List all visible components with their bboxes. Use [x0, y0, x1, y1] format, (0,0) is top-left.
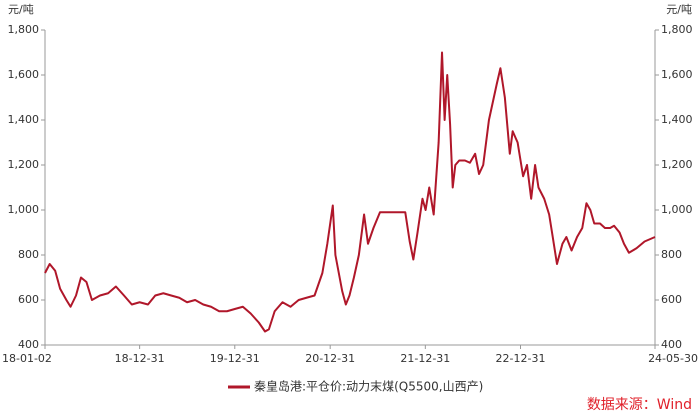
- x-tick-label: 22-12-31: [496, 352, 546, 365]
- x-tick-label: 21-12-31: [400, 352, 450, 365]
- y-tick-label: 1,200: [8, 158, 40, 171]
- y2-tick-label: 800: [661, 248, 682, 261]
- y2-tick-label: 1,200: [661, 158, 693, 171]
- y-tick-label: 1,600: [8, 68, 40, 81]
- y-tick-label: 1,400: [8, 113, 40, 126]
- y-tick-label: 800: [18, 248, 39, 261]
- y2-tick-label: 1,400: [661, 113, 693, 126]
- y2-tick-label: 600: [661, 293, 682, 306]
- series-line: [44, 51, 656, 333]
- y-tick-label: 1,000: [8, 203, 40, 216]
- x-tick-label: 18-12-31: [115, 352, 165, 365]
- y-tick-label: 400: [18, 338, 39, 351]
- y2-unit: 元/吨: [666, 3, 692, 16]
- y-tick-label: 1,800: [8, 23, 40, 36]
- legend-label: 秦皇岛港:平仓价:动力末煤(Q5500,山西产): [254, 379, 483, 394]
- y2-tick-label: 400: [661, 338, 682, 351]
- y-unit: 元/吨: [8, 3, 34, 16]
- y-tick-label: 600: [18, 293, 39, 306]
- x-tick-label: 24-05-30: [648, 352, 698, 365]
- y2-tick-label: 1,800: [661, 23, 693, 36]
- x-tick-label: 20-12-31: [305, 352, 355, 365]
- source: 数据来源：Wind: [587, 397, 692, 413]
- x-tick-label: 18-01-02: [2, 352, 52, 365]
- y2-tick-label: 1,600: [661, 68, 693, 81]
- x-tick-label: 19-12-31: [210, 352, 260, 365]
- y2-tick-label: 1,000: [661, 203, 693, 216]
